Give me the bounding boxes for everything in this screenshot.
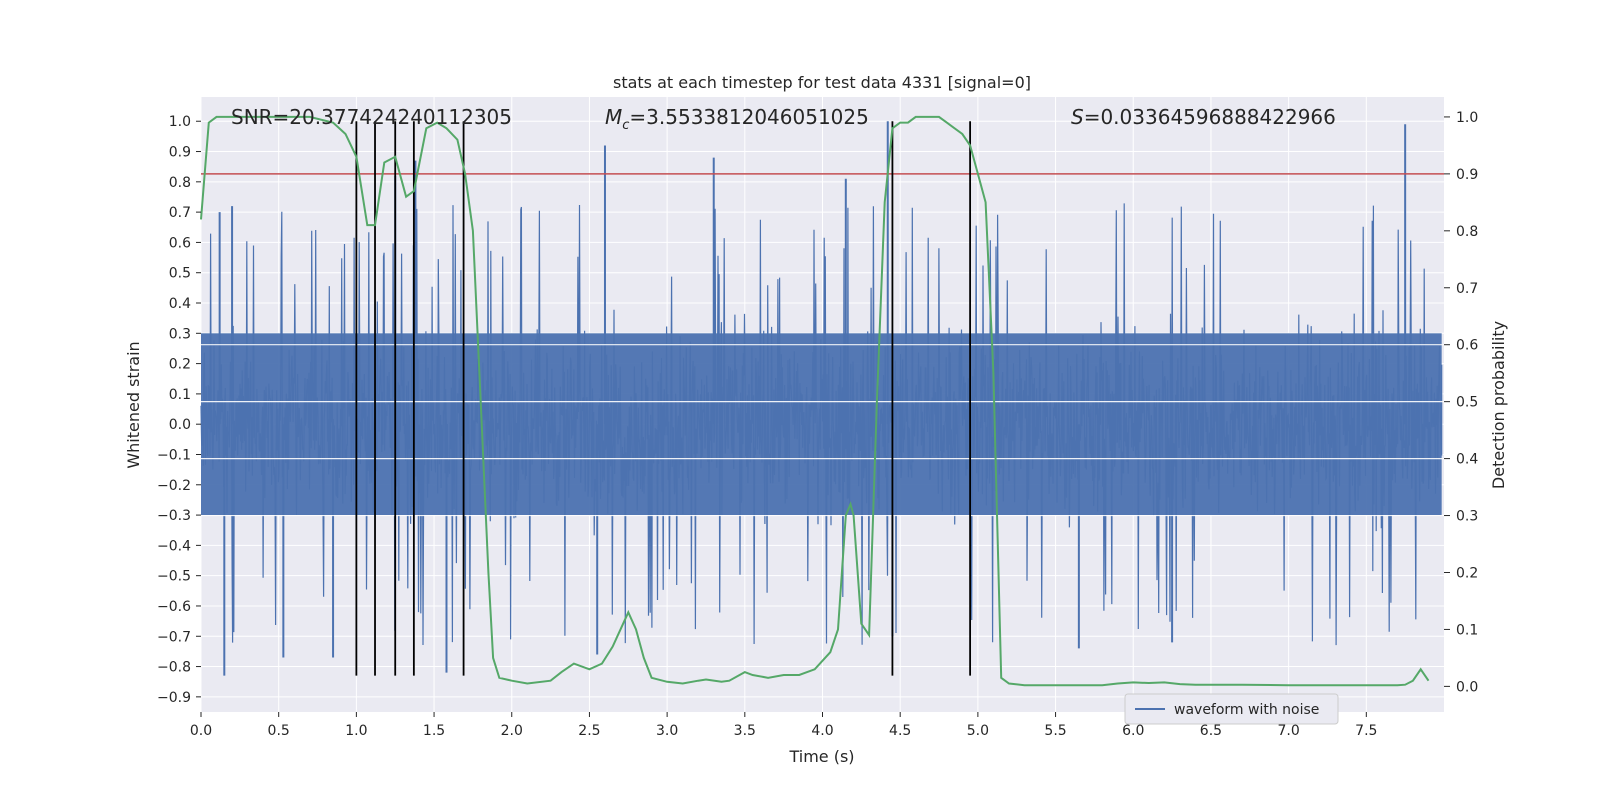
y-tick-label: −0.8 — [157, 660, 191, 676]
y2-tick-label: 0.5 — [1456, 395, 1478, 411]
y-tick-label: −0.4 — [157, 538, 191, 554]
x-tick-label: 0.0 — [190, 723, 212, 739]
s-symbol: S — [1071, 105, 1084, 129]
waveform-band — [201, 333, 1442, 516]
x-tick-label: 4.0 — [811, 723, 833, 739]
mc-symbol: M — [605, 105, 622, 129]
chirp-mass-annotation: Mc=3.5533812046051025 — [605, 105, 869, 133]
y-tick-label: 0.1 — [169, 387, 191, 403]
y-tick-label: 0.8 — [169, 175, 191, 191]
x-tick-label: 4.5 — [889, 723, 911, 739]
x-tick-label: 0.5 — [268, 723, 290, 739]
y-tick-label: −0.7 — [157, 629, 191, 645]
y-tick-label: 0.5 — [169, 266, 191, 282]
x-tick-label: 1.5 — [423, 723, 445, 739]
legend-label: waveform with noise — [1174, 702, 1319, 718]
y2-axis-ticks: 1.0 0.9 0.8 0.7 0.6 0.5 0.4 0.3 0.2 0.1 0.0 — [1444, 110, 1478, 695]
x-tick-label: 2.0 — [501, 723, 523, 739]
y2-tick-label: 0.1 — [1456, 622, 1478, 638]
y2-tick-label: 0.7 — [1456, 281, 1478, 297]
y-axis-ticks: 1.0 0.9 0.8 0.7 0.6 0.5 0.4 0.3 0.2 0.1 0.0 −0.1 −0.… — [157, 114, 201, 706]
x-tick-label: 1.0 — [345, 723, 367, 739]
y2-axis-label: Detection probability — [1489, 321, 1508, 489]
y-tick-label: −0.9 — [157, 690, 191, 706]
mc-value: =3.5533812046051025 — [629, 105, 868, 129]
legend: waveform with noise — [1124, 693, 1339, 725]
y-tick-label: 0.7 — [169, 205, 191, 221]
x-tick-label: 3.0 — [656, 723, 678, 739]
legend-box — [1124, 693, 1339, 725]
y-tick-label: −0.3 — [157, 508, 191, 524]
y-tick-label: 0.4 — [169, 296, 191, 312]
x-tick-label: 2.5 — [578, 723, 600, 739]
y-tick-label: −0.2 — [157, 478, 191, 494]
y-axis-label: Whitened strain — [124, 341, 143, 468]
probability-line — [200, 115, 1430, 687]
y-tick-label: 1.0 — [169, 114, 191, 130]
x-tick-label: 7.5 — [1355, 723, 1377, 739]
mc-subscript: c — [622, 118, 629, 133]
y2-tick-label: 0.9 — [1456, 167, 1478, 183]
x-tick-label: 3.5 — [734, 723, 756, 739]
snr-annotation: SNR=20.377424240112305 — [231, 105, 512, 129]
y2-tick-label: 0.2 — [1456, 565, 1478, 581]
x-axis-ticks: 0.0 0.5 1.0 1.5 2.0 2.5 3.0 3.5 4.0 4.5 5.0 5.5 6.0 6… — [190, 712, 1377, 739]
s-value: =0.03364596888422966 — [1084, 105, 1336, 129]
y2-tick-label: 1.0 — [1456, 110, 1478, 126]
x-tick-label: 5.0 — [967, 723, 989, 739]
y2-tick-label: 0.0 — [1456, 679, 1478, 695]
x-tick-label: 5.5 — [1044, 723, 1066, 739]
y-tick-label: 0.3 — [169, 326, 191, 342]
detection-probability-series — [200, 115, 1430, 687]
y-tick-label: 0.6 — [169, 235, 191, 251]
y2-tick-label: 0.6 — [1456, 338, 1478, 354]
y-tick-label: 0.9 — [169, 145, 191, 161]
x-tick-label: 6.5 — [1200, 723, 1222, 739]
y2-tick-label: 0.4 — [1456, 452, 1478, 468]
x-tick-label: 7.0 — [1277, 723, 1299, 739]
chart-title: stats at each timestep for test data 433… — [613, 73, 1031, 92]
x-axis-label: Time (s) — [788, 747, 854, 766]
y-tick-label: −0.1 — [157, 447, 191, 463]
s-annotation: S=0.03364596888422966 — [1071, 105, 1336, 129]
y2-tick-label: 0.3 — [1456, 509, 1478, 525]
y2-tick-label: 0.8 — [1456, 224, 1478, 240]
y-tick-label: 0.2 — [169, 357, 191, 373]
waveform-series — [200, 121, 1444, 676]
x-tick-label: 6.0 — [1122, 723, 1144, 739]
y-tick-label: 0.0 — [169, 417, 191, 433]
vertical-markers — [355, 121, 972, 676]
y-tick-label: −0.5 — [157, 569, 191, 585]
y-tick-label: −0.6 — [157, 599, 191, 615]
